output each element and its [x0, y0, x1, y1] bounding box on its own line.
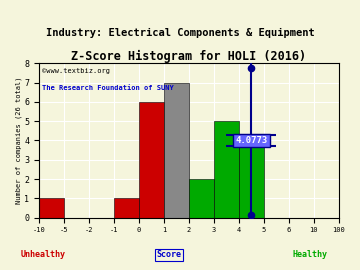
Bar [114, 198, 139, 218]
Text: The Research Foundation of SUNY: The Research Foundation of SUNY [42, 85, 174, 91]
Text: Unhealthy: Unhealthy [21, 250, 66, 259]
Text: Industry: Electrical Components & Equipment: Industry: Electrical Components & Equipm… [46, 28, 314, 38]
Text: 4.0773: 4.0773 [235, 136, 267, 145]
Bar [39, 198, 64, 218]
Bar [239, 140, 264, 218]
Text: ©www.textbiz.org: ©www.textbiz.org [42, 68, 110, 74]
Bar [214, 121, 239, 218]
Text: Healthy: Healthy [292, 250, 327, 259]
Bar [189, 179, 214, 218]
Bar [139, 102, 164, 218]
Bar [164, 83, 189, 218]
Title: Z-Score Histogram for HOLI (2016): Z-Score Histogram for HOLI (2016) [71, 50, 306, 63]
Text: Score: Score [157, 250, 182, 259]
Y-axis label: Number of companies (26 total): Number of companies (26 total) [15, 77, 22, 204]
